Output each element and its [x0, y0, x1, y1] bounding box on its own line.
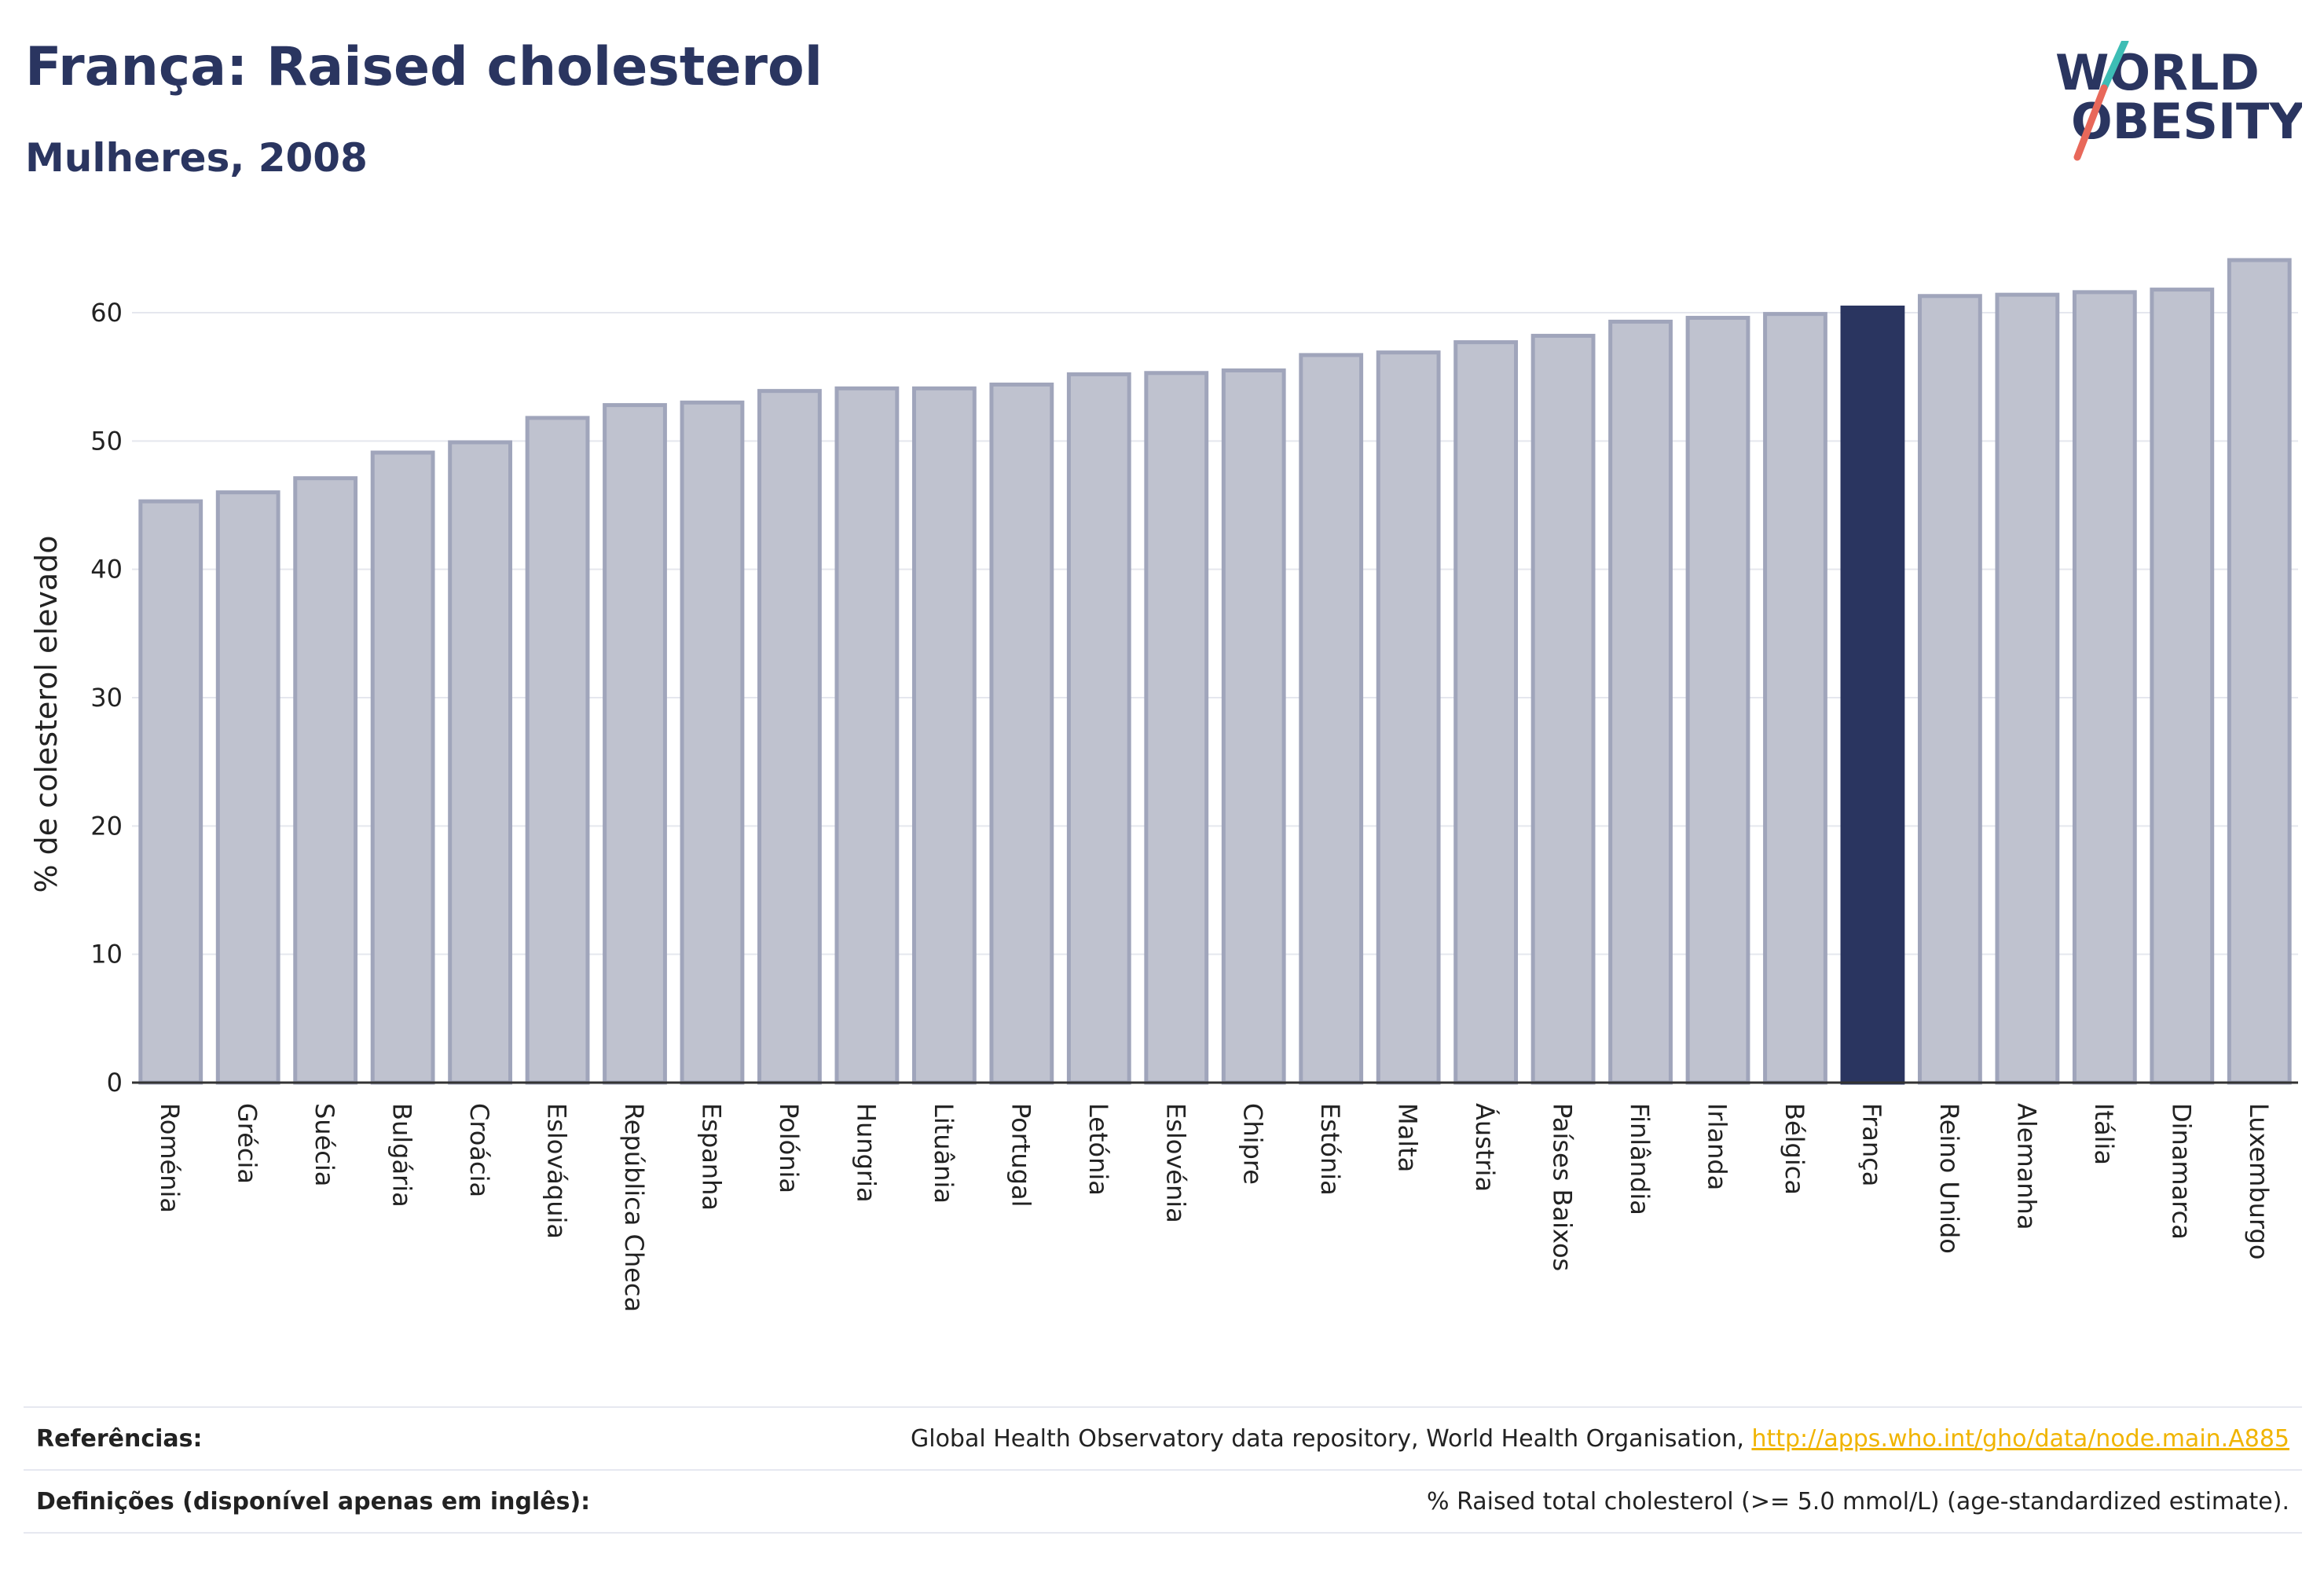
- references-value: Global Health Observatory data repositor…: [911, 1425, 2289, 1453]
- bar-chart: 0 10 20 30 40 50 60 Roménia Grécia Suécia Bulgári…: [29, 258, 2298, 1312]
- x-tick-label: Eslováquia: [542, 1103, 572, 1239]
- bar-bulgária: [370, 450, 435, 1085]
- references-label: Referências:: [36, 1425, 203, 1453]
- x-tick-label: Roménia: [155, 1103, 185, 1213]
- bar-polónia: [757, 389, 822, 1085]
- definitions-label: Definições (disponível apenas em inglês)…: [36, 1488, 591, 1516]
- y-tick-label: 60: [90, 298, 123, 328]
- bar-república-checa: [603, 403, 667, 1085]
- bar-luxemburgo: [2227, 258, 2292, 1085]
- footer-divider: [24, 1532, 2302, 1534]
- x-tick-label: Áustria: [1470, 1103, 1500, 1192]
- x-tick-label: Grécia: [233, 1103, 262, 1184]
- x-tick-label: Estónia: [1315, 1103, 1345, 1196]
- logo-slash-coral: [2073, 84, 2108, 161]
- x-tick-label: Finlândia: [1625, 1103, 1655, 1215]
- x-tick-label: Portugal: [1006, 1103, 1036, 1208]
- bar-croácia: [448, 440, 512, 1085]
- bar-frança: [1840, 305, 1905, 1085]
- bar-finlândia: [1608, 319, 1673, 1085]
- bar-irlanda: [1685, 316, 1750, 1085]
- x-tick-label: Bélgica: [1780, 1103, 1809, 1195]
- references-text: Global Health Observatory data repositor…: [911, 1425, 1744, 1453]
- x-tick-label: Espanha: [696, 1103, 726, 1211]
- x-tick-label: Chipre: [1238, 1103, 1268, 1185]
- y-tick-label: 10: [90, 940, 123, 969]
- x-tick-label: Reino Unido: [1934, 1103, 1964, 1254]
- world-obesity-logo: WORLD OBESITY: [2055, 41, 2302, 161]
- x-tick-label: Lituânia: [929, 1103, 959, 1204]
- x-tick-label: República Checa: [619, 1103, 649, 1312]
- bar-eslovénia: [1144, 371, 1209, 1085]
- definitions-text: % Raised total cholesterol (>= 5.0 mmol/…: [1427, 1488, 2289, 1516]
- bar-letónia: [1066, 372, 1131, 1085]
- bar-malta: [1376, 350, 1441, 1085]
- x-tick-label: Letónia: [1083, 1103, 1113, 1196]
- x-tick-label: Croácia: [464, 1103, 494, 1197]
- bar-itália: [2072, 290, 2137, 1085]
- bar-países-baixos: [1530, 333, 1596, 1085]
- x-tick-label: Dinamarca: [2166, 1103, 2196, 1240]
- y-axis-label: % de colesterol elevado: [29, 535, 64, 892]
- bar-bélgica: [1763, 312, 1827, 1085]
- y-axis-ticks: 0 10 20 30 40 50 60: [90, 298, 123, 1098]
- bar-alemanha: [1995, 292, 2060, 1085]
- bar-estónia: [1299, 353, 1364, 1085]
- x-axis-labels: Roménia Grécia Suécia Bulgária Croácia Eslová…: [155, 1103, 2274, 1312]
- chart-title: França: Raised cholesterol: [25, 36, 823, 98]
- bar-suécia: [293, 476, 358, 1085]
- x-tick-label: Itália: [2089, 1103, 2119, 1165]
- bar-roménia: [138, 499, 203, 1085]
- x-tick-label: Irlanda: [1703, 1103, 1732, 1190]
- x-tick-label: Malta: [1393, 1103, 1423, 1172]
- bar-grécia: [215, 490, 280, 1085]
- bar-portugal: [989, 382, 1054, 1085]
- references-link[interactable]: http://apps.who.int/gho/data/node.main.A…: [1751, 1425, 2289, 1453]
- bar-reino-unido: [1918, 294, 1982, 1085]
- definitions-row: Definições (disponível apenas em inglês)…: [24, 1469, 2302, 1534]
- x-tick-label: França: [1857, 1103, 1886, 1186]
- y-tick-label: 50: [90, 426, 123, 456]
- x-tick-label: Eslovénia: [1160, 1103, 1190, 1223]
- bar-áustria: [1453, 340, 1519, 1085]
- bar-hungria: [834, 386, 900, 1085]
- bar-chipre: [1221, 368, 1286, 1085]
- y-tick-label: 40: [90, 555, 123, 585]
- x-tick-label: Polónia: [774, 1103, 804, 1193]
- logo-line1: WORLD: [2055, 44, 2260, 101]
- bar-dinamarca: [2150, 288, 2215, 1085]
- references-row: Referências: Global Health Observatory d…: [24, 1406, 2302, 1471]
- x-tick-label: Suécia: [310, 1103, 339, 1186]
- x-tick-label: Países Baixos: [1548, 1103, 1578, 1271]
- x-tick-label: Bulgária: [387, 1103, 417, 1208]
- y-tick-label: 0: [107, 1068, 123, 1098]
- bars: [138, 258, 2292, 1085]
- bar-eslováquia: [525, 416, 590, 1085]
- bar-espanha: [680, 400, 745, 1085]
- chart-subtitle: Mulheres, 2008: [25, 135, 368, 181]
- y-tick-label: 20: [90, 811, 123, 841]
- logo-line2: OBESITY: [2071, 93, 2302, 150]
- y-tick-label: 30: [90, 683, 123, 713]
- x-tick-label: Alemanha: [2011, 1103, 2041, 1230]
- x-tick-label: Luxemburgo: [2244, 1103, 2274, 1259]
- footer: Referências: Global Health Observatory d…: [24, 1406, 2302, 1540]
- logo-slash-teal: [2100, 41, 2129, 92]
- x-tick-label: Hungria: [851, 1103, 881, 1203]
- bar-lituânia: [911, 386, 977, 1085]
